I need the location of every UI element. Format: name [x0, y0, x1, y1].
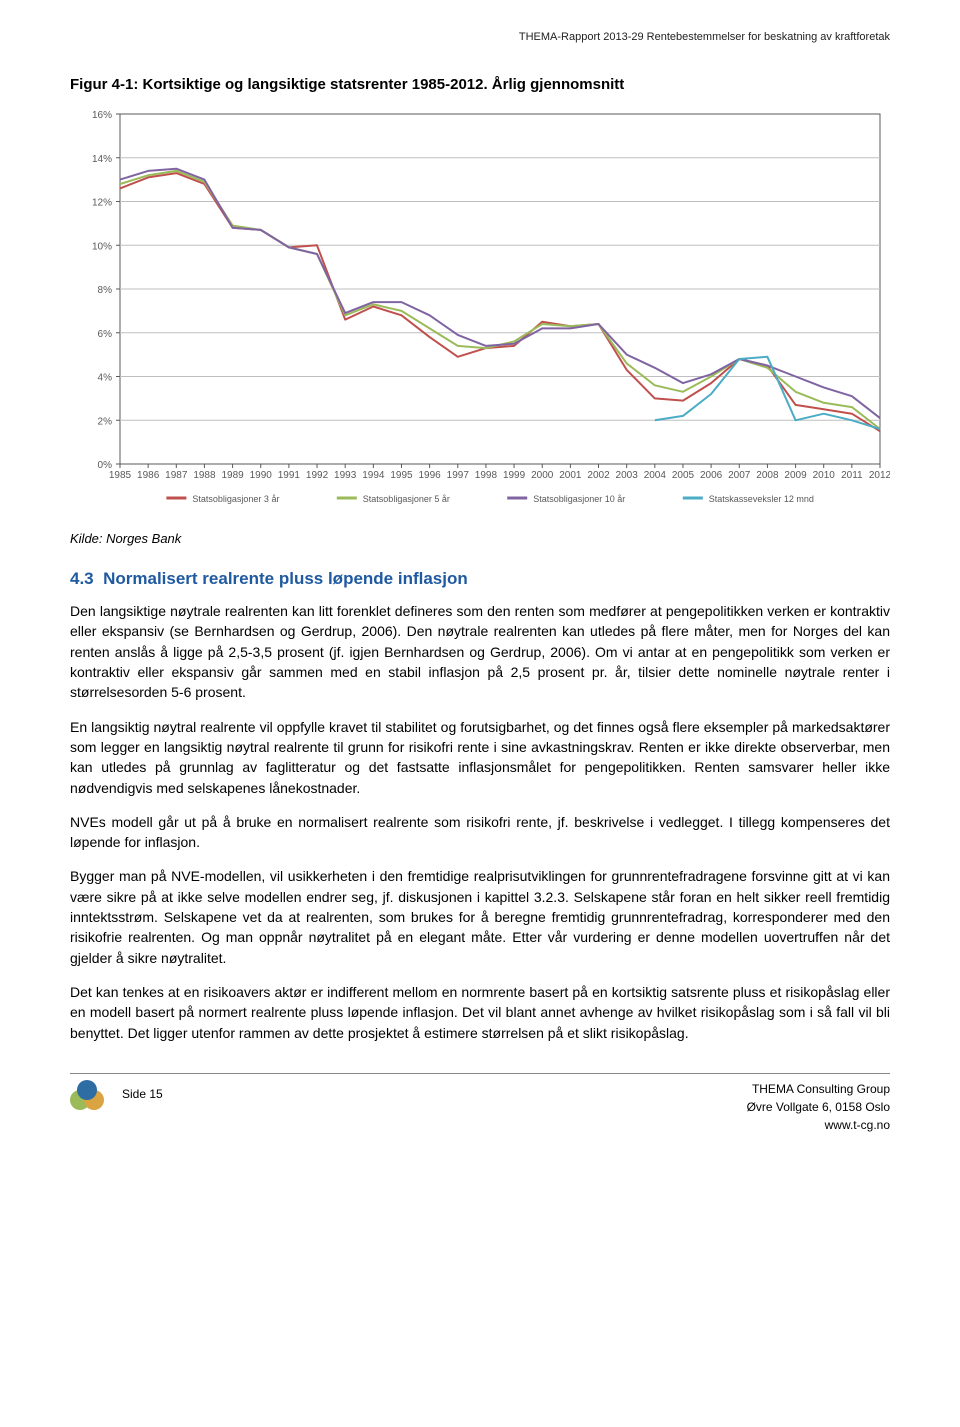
- footer-logo-icon: [70, 1080, 114, 1110]
- svg-text:2002: 2002: [587, 470, 610, 481]
- source-label: Kilde: Norges Bank: [70, 530, 890, 549]
- svg-text:2012: 2012: [869, 470, 890, 481]
- svg-text:2009: 2009: [784, 470, 807, 481]
- svg-text:Statsobligasjoner 10 år: Statsobligasjoner 10 år: [533, 494, 625, 504]
- svg-text:1990: 1990: [250, 470, 273, 481]
- svg-text:12%: 12%: [92, 197, 112, 208]
- footer-address: Øvre Vollgate 6, 0158 Oslo: [747, 1098, 890, 1116]
- svg-text:1988: 1988: [193, 470, 216, 481]
- page-number: Side 15: [122, 1086, 163, 1103]
- footer-company: THEMA Consulting Group: [747, 1080, 890, 1098]
- svg-text:14%: 14%: [92, 153, 112, 164]
- svg-text:16%: 16%: [92, 110, 112, 121]
- svg-text:2005: 2005: [672, 470, 695, 481]
- svg-text:1986: 1986: [137, 470, 160, 481]
- figure-title: Figur 4-1: Kortsiktige og langsiktige st…: [70, 74, 890, 96]
- svg-text:2001: 2001: [559, 470, 582, 481]
- svg-text:1987: 1987: [165, 470, 188, 481]
- svg-text:Statsobligasjoner 5 år: Statsobligasjoner 5 år: [363, 494, 450, 504]
- body-paragraph: Det kan tenkes at en risikoavers aktør e…: [70, 982, 890, 1043]
- page-footer: Side 15 THEMA Consulting Group Øvre Voll…: [70, 1073, 890, 1134]
- page-header: THEMA-Rapport 2013-29 Rentebestemmelser …: [70, 30, 890, 46]
- svg-text:1992: 1992: [306, 470, 329, 481]
- svg-text:1996: 1996: [419, 470, 442, 481]
- section-title: Normalisert realrente pluss løpende infl…: [103, 569, 468, 588]
- svg-text:2011: 2011: [841, 470, 863, 481]
- svg-text:2006: 2006: [700, 470, 723, 481]
- svg-text:4%: 4%: [98, 372, 113, 383]
- svg-text:6%: 6%: [98, 328, 113, 339]
- section-number: 4.3: [70, 569, 94, 588]
- svg-text:2004: 2004: [644, 470, 667, 481]
- svg-text:1985: 1985: [109, 470, 132, 481]
- svg-text:1991: 1991: [278, 470, 301, 481]
- svg-text:1994: 1994: [362, 470, 385, 481]
- svg-text:2003: 2003: [616, 470, 639, 481]
- section-heading: 4.3 Normalisert realrente pluss løpende …: [70, 567, 890, 592]
- body-paragraph: Bygger man på NVE-modellen, vil usikkerh…: [70, 866, 890, 967]
- svg-text:Statsobligasjoner 3 år: Statsobligasjoner 3 år: [192, 494, 279, 504]
- svg-text:10%: 10%: [92, 241, 112, 252]
- body-paragraph: NVEs modell går ut på å bruke en normali…: [70, 812, 890, 853]
- svg-text:1989: 1989: [221, 470, 244, 481]
- svg-text:1995: 1995: [390, 470, 413, 481]
- footer-url: www.t-cg.no: [747, 1116, 890, 1134]
- svg-text:2%: 2%: [98, 416, 113, 427]
- body-paragraph: En langsiktig nøytral realrente vil oppf…: [70, 717, 890, 798]
- svg-text:2000: 2000: [531, 470, 554, 481]
- svg-text:8%: 8%: [98, 285, 113, 296]
- rates-chart: 0%2%4%6%8%10%12%14%16%198519861987198819…: [70, 104, 890, 524]
- svg-text:2010: 2010: [813, 470, 836, 481]
- svg-text:2008: 2008: [756, 470, 779, 481]
- svg-text:1993: 1993: [334, 470, 357, 481]
- svg-text:1998: 1998: [475, 470, 498, 481]
- svg-text:Statskasseveksler 12 mnd: Statskasseveksler 12 mnd: [709, 494, 814, 504]
- svg-text:1999: 1999: [503, 470, 526, 481]
- footer-right: THEMA Consulting Group Øvre Vollgate 6, …: [747, 1080, 890, 1134]
- footer-left: Side 15: [70, 1080, 163, 1110]
- body-paragraph: Den langsiktige nøytrale realrenten kan …: [70, 601, 890, 702]
- svg-text:1997: 1997: [447, 470, 470, 481]
- svg-text:2007: 2007: [728, 470, 751, 481]
